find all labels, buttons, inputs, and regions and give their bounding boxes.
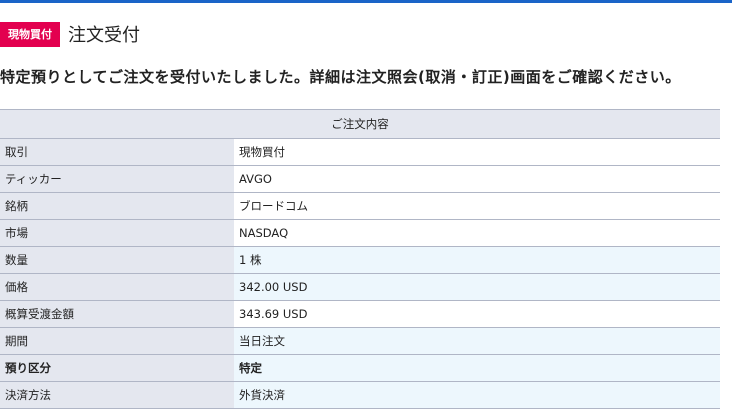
confirmation-message: 特定預りとしてご注文を受付いたしました。詳細は注文照会(取消・訂正)画面をご確認…: [0, 68, 681, 86]
row-value: 外貨決済: [234, 381, 720, 409]
row-value: 1 株: [234, 246, 720, 274]
table-row: ティッカー AVGO: [0, 165, 720, 193]
table-row: 価格 342.00 USD: [0, 273, 720, 301]
row-label: 決済方法: [0, 381, 234, 409]
row-value: NASDAQ: [234, 219, 720, 247]
row-label: ティッカー: [0, 165, 234, 193]
row-value: AVGO: [234, 165, 720, 193]
row-value: 現物買付: [234, 138, 720, 166]
row-value: 当日注文: [234, 327, 720, 355]
table-row: 市場 NASDAQ: [0, 219, 720, 247]
row-value: 342.00 USD: [234, 273, 720, 301]
table-row: 数量 1 株: [0, 246, 720, 274]
table-row: 預り区分 特定: [0, 354, 720, 382]
row-label: 銘柄: [0, 192, 234, 220]
page-header: 現物買付 注文受付: [0, 14, 732, 54]
row-label: 預り区分: [0, 354, 234, 382]
row-value: ブロードコム: [234, 192, 720, 220]
table-row: 銘柄 ブロードコム: [0, 192, 720, 220]
row-label: 価格: [0, 273, 234, 301]
row-value: 特定: [234, 354, 720, 382]
table-row: 概算受渡金額 343.69 USD: [0, 300, 720, 328]
table-row: 取引 現物買付: [0, 138, 720, 166]
row-label: 概算受渡金額: [0, 300, 234, 328]
table-row: 決済方法 外貨決済: [0, 381, 720, 409]
row-value: 343.69 USD: [234, 300, 720, 328]
order-details-table: ご注文内容 取引 現物買付 ティッカー AVGO 銘柄 ブロードコム 市場 NASDAQ…: [0, 109, 720, 409]
top-bar: [0, 0, 732, 3]
row-label: 取引: [0, 138, 234, 166]
row-label: 市場: [0, 219, 234, 247]
table-row: 期間 当日注文: [0, 327, 720, 355]
trade-type-badge: 現物買付: [0, 21, 60, 47]
row-label: 数量: [0, 246, 234, 274]
row-label: 期間: [0, 327, 234, 355]
page-title: 注文受付: [68, 25, 140, 46]
table-header: ご注文内容: [0, 109, 720, 139]
